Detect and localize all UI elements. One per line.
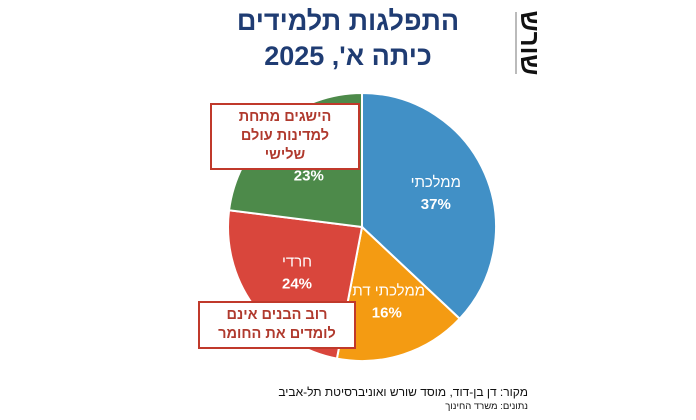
source-line: מקור: דן בן-דוד, מוסד שורש ואוניברסיטת ת… bbox=[278, 385, 528, 399]
slice-value-label: 37% bbox=[421, 196, 451, 213]
data-source-line: נתונים: משרד החינוך bbox=[445, 401, 528, 412]
annotation-line: הישגים מתחת bbox=[238, 109, 332, 125]
annotation-line: למדינות עולם שלישי bbox=[240, 128, 330, 163]
chart-title: התפלגות תלמידים כיתה א', 2025 bbox=[178, 4, 518, 74]
slice-value-label: 24% bbox=[282, 275, 312, 292]
chart-title-line-2: כיתה א', 2025 bbox=[264, 41, 432, 71]
slice-label: ממלכתי דתי bbox=[349, 283, 426, 300]
pie-slice bbox=[335, 225, 462, 362]
annotation-line: רוב הבנים אינם bbox=[226, 307, 328, 323]
slice-value-label: 23% bbox=[294, 168, 324, 185]
logo-text: שורש bbox=[515, 11, 545, 76]
annotation-line: לומדים את החומר bbox=[218, 326, 336, 342]
slice-label: חרדי bbox=[282, 253, 312, 270]
chart-title-line-1: התפלגות תלמידים bbox=[236, 6, 460, 36]
annotation-haredi: רוב הבנים אינם לומדים את החומר bbox=[198, 301, 356, 349]
slice-value-label: 16% bbox=[372, 305, 402, 322]
source-note: מקור: דן בן-דוד, מוסד שורש ואוניברסיטת ת… bbox=[240, 384, 528, 413]
shoresh-logo: שורש bbox=[515, 11, 545, 76]
annotation-arabic-speakers: הישגים מתחת למדינות עולם שלישי bbox=[210, 103, 360, 170]
pie-slice bbox=[361, 91, 497, 321]
slice-label: ממלכתי bbox=[411, 174, 461, 191]
